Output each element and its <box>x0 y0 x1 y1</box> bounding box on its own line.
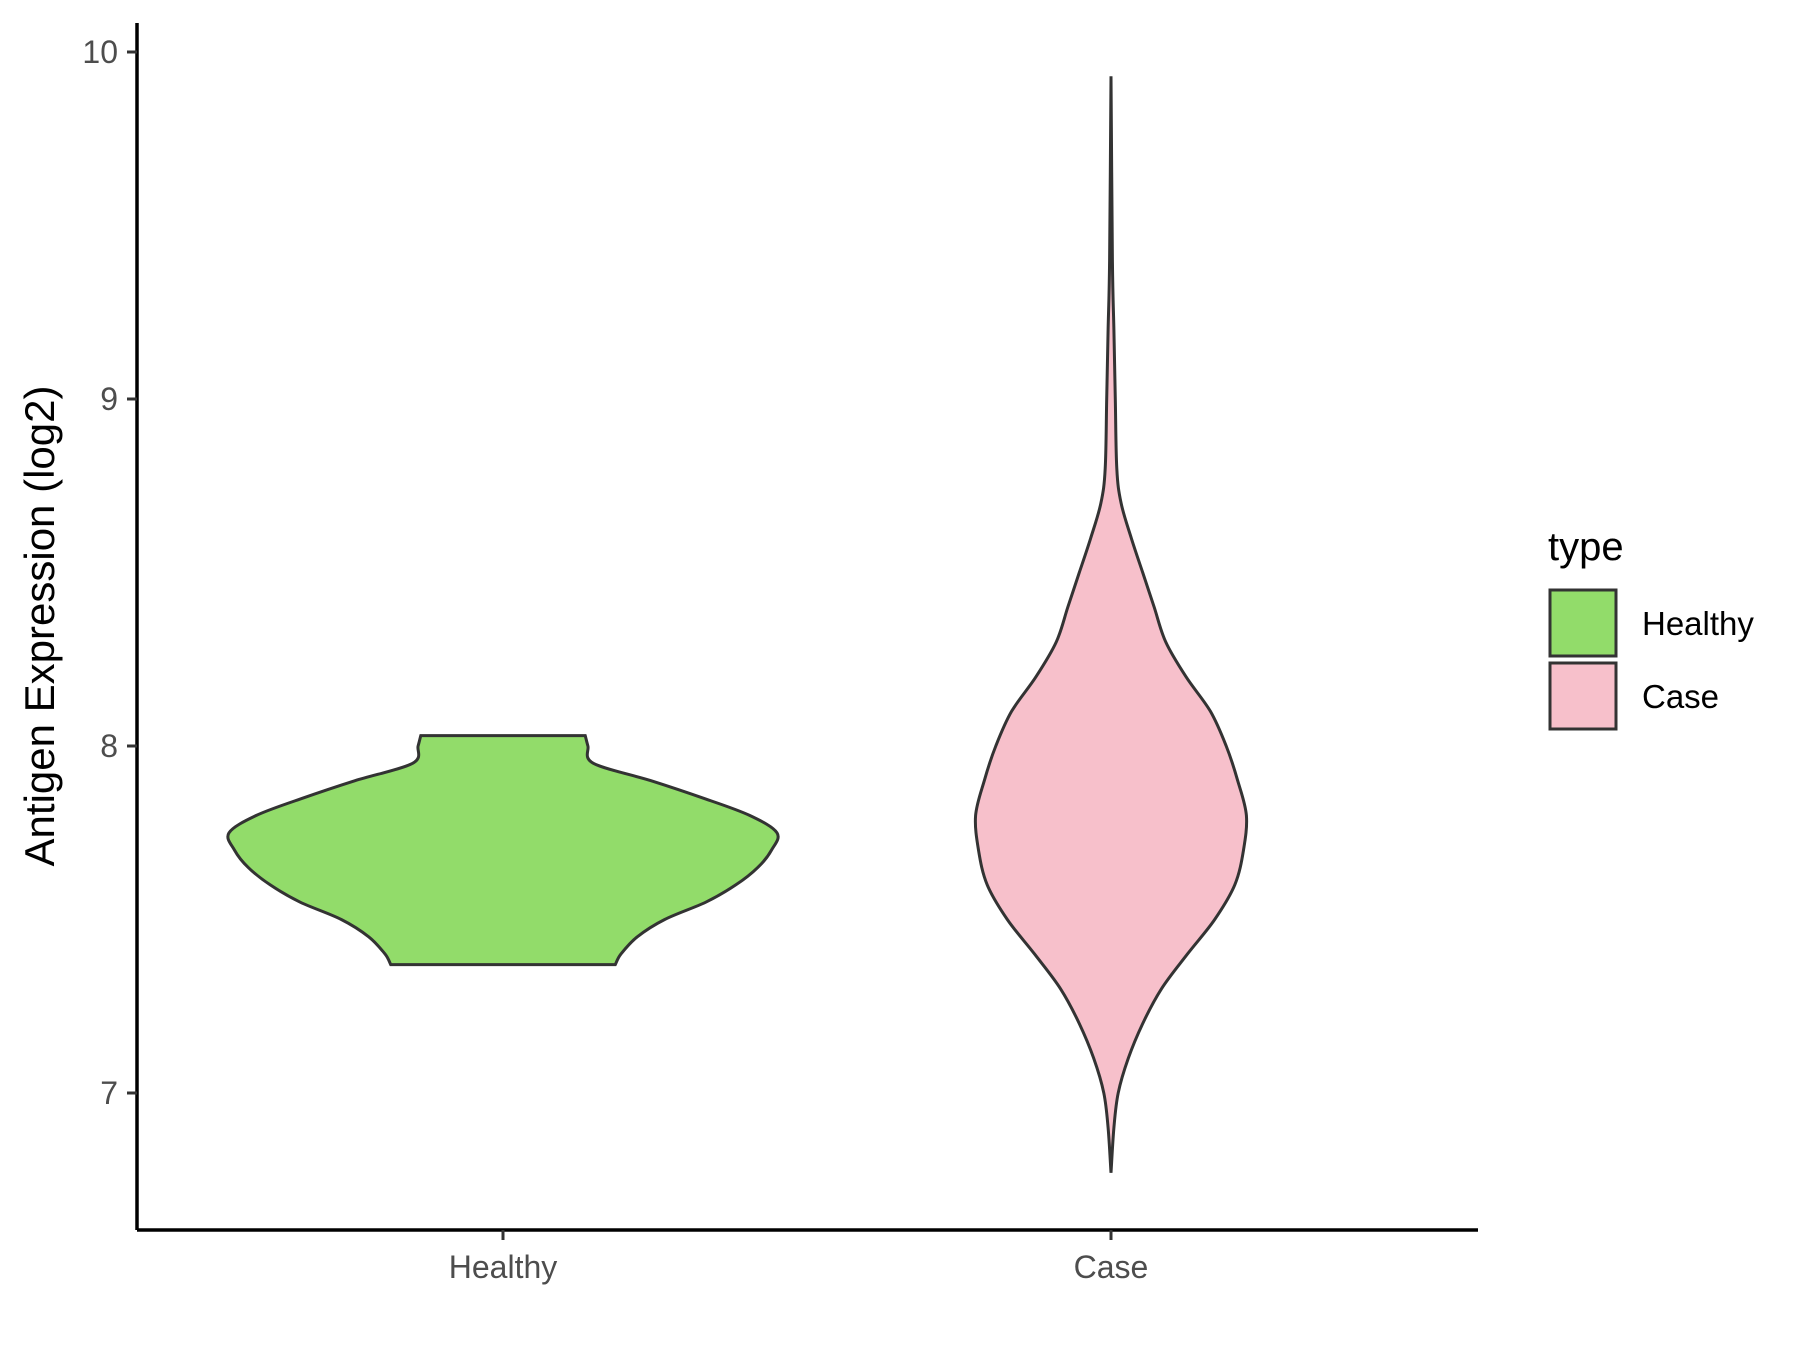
legend: type Healthy Case <box>1548 525 1754 731</box>
legend-key-healthy <box>1548 588 1618 658</box>
y-tick-label: 10 <box>82 34 118 70</box>
y-tick-label: 9 <box>100 381 118 417</box>
legend-key-case <box>1548 661 1618 731</box>
axes: 7 8 9 10 Healthy Case <box>82 23 1478 1285</box>
plot-area <box>226 76 1249 1173</box>
x-tick-label: Case <box>1074 1249 1149 1285</box>
y-tick-label: 8 <box>100 728 118 764</box>
y-axis-title: Antigen Expression (log2) <box>16 386 63 867</box>
y-tick-label: 7 <box>100 1075 118 1111</box>
violin-case <box>973 76 1249 1173</box>
legend-label-case: Case <box>1642 678 1719 715</box>
legend-label-healthy: Healthy <box>1642 605 1754 642</box>
legend-title: type <box>1548 525 1624 569</box>
violin-healthy <box>226 734 780 967</box>
x-tick-label: Healthy <box>449 1249 558 1285</box>
